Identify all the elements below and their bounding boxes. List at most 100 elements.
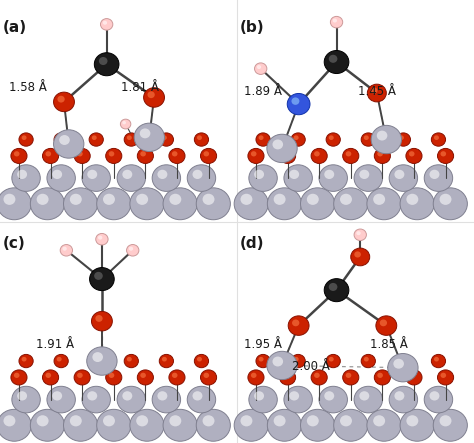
Circle shape <box>361 133 375 146</box>
Circle shape <box>343 370 359 385</box>
Circle shape <box>202 415 215 427</box>
Circle shape <box>314 373 320 378</box>
Circle shape <box>406 148 422 163</box>
Circle shape <box>30 188 64 220</box>
Circle shape <box>169 148 185 163</box>
Circle shape <box>77 373 83 378</box>
Circle shape <box>129 247 133 251</box>
Circle shape <box>324 279 349 302</box>
Circle shape <box>267 134 297 163</box>
Circle shape <box>334 188 368 220</box>
Circle shape <box>434 136 439 140</box>
Circle shape <box>283 373 288 378</box>
Circle shape <box>333 19 337 23</box>
Circle shape <box>438 370 454 385</box>
Circle shape <box>400 409 434 441</box>
Circle shape <box>424 165 453 191</box>
Circle shape <box>346 373 351 378</box>
Circle shape <box>394 170 404 179</box>
Circle shape <box>140 151 146 156</box>
Circle shape <box>98 236 102 240</box>
Circle shape <box>192 170 202 179</box>
Circle shape <box>117 165 146 191</box>
Circle shape <box>248 148 264 163</box>
Circle shape <box>172 151 178 156</box>
Circle shape <box>36 194 49 205</box>
Circle shape <box>202 194 215 205</box>
Circle shape <box>201 370 217 385</box>
Circle shape <box>99 57 108 65</box>
Circle shape <box>122 121 126 124</box>
Circle shape <box>307 415 319 427</box>
Circle shape <box>249 386 277 413</box>
Circle shape <box>94 53 119 76</box>
Circle shape <box>43 370 59 385</box>
Circle shape <box>374 148 391 163</box>
Circle shape <box>373 415 385 427</box>
Circle shape <box>94 272 103 280</box>
Circle shape <box>74 148 90 163</box>
Circle shape <box>319 386 347 413</box>
Text: 1.45 Å: 1.45 Å <box>358 85 396 98</box>
Circle shape <box>330 16 343 28</box>
Circle shape <box>280 370 296 385</box>
Circle shape <box>340 415 352 427</box>
Circle shape <box>120 119 131 129</box>
Circle shape <box>291 133 305 146</box>
Circle shape <box>292 319 300 326</box>
Circle shape <box>273 357 283 366</box>
Circle shape <box>251 373 256 378</box>
Circle shape <box>234 188 268 220</box>
Circle shape <box>273 140 283 149</box>
Circle shape <box>46 151 51 156</box>
Circle shape <box>424 386 453 413</box>
Circle shape <box>196 188 230 220</box>
Circle shape <box>17 170 27 179</box>
Circle shape <box>11 370 27 385</box>
Circle shape <box>324 51 349 74</box>
Circle shape <box>324 391 334 400</box>
Circle shape <box>374 370 391 385</box>
Circle shape <box>57 96 65 103</box>
Circle shape <box>64 409 98 441</box>
Circle shape <box>259 136 264 140</box>
Text: 1.85 Å: 1.85 Å <box>370 338 408 351</box>
Circle shape <box>377 131 387 140</box>
Circle shape <box>329 55 337 63</box>
Circle shape <box>267 409 301 441</box>
Circle shape <box>136 415 148 427</box>
Circle shape <box>201 148 217 163</box>
Circle shape <box>159 133 173 146</box>
Circle shape <box>11 148 27 163</box>
Circle shape <box>82 386 110 413</box>
Circle shape <box>287 93 310 115</box>
Circle shape <box>152 165 181 191</box>
Circle shape <box>136 194 148 205</box>
Circle shape <box>19 133 33 146</box>
Circle shape <box>70 194 82 205</box>
Circle shape <box>122 170 132 179</box>
Circle shape <box>234 409 268 441</box>
Circle shape <box>359 170 369 179</box>
Circle shape <box>399 357 404 361</box>
Circle shape <box>273 415 286 427</box>
Circle shape <box>159 354 173 368</box>
Text: 1.89 Å: 1.89 Å <box>244 85 282 98</box>
Circle shape <box>371 87 377 93</box>
Circle shape <box>60 245 73 256</box>
Circle shape <box>47 165 75 191</box>
Circle shape <box>334 409 368 441</box>
Circle shape <box>294 136 299 140</box>
Circle shape <box>43 148 59 163</box>
Circle shape <box>257 65 261 69</box>
Circle shape <box>248 370 264 385</box>
Circle shape <box>439 415 452 427</box>
Circle shape <box>254 391 264 400</box>
Circle shape <box>87 347 117 375</box>
Circle shape <box>354 386 383 413</box>
Circle shape <box>440 373 446 378</box>
Circle shape <box>54 354 68 368</box>
Circle shape <box>396 133 410 146</box>
Circle shape <box>307 194 319 205</box>
Circle shape <box>326 133 340 146</box>
